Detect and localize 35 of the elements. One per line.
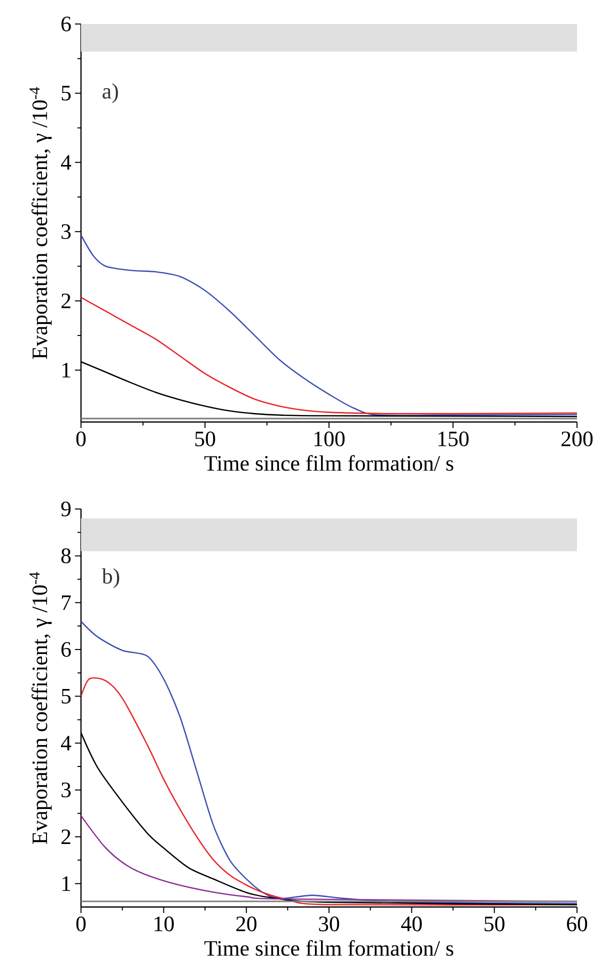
annotation: a) xyxy=(102,83,118,104)
x-tick-label: 10 xyxy=(154,916,174,932)
x-tick-label: 20 xyxy=(236,916,256,932)
y-tick-label: 5 xyxy=(62,689,71,704)
y-tick-label: 4 xyxy=(60,736,72,750)
x-axis-title: Time since film formation/ s xyxy=(204,940,454,956)
y-axis-title: Evaporation coefficient, γ /10$^{-4}$ xyxy=(29,572,52,844)
x-axis-title: Time since film formation/ s xyxy=(204,455,454,471)
y-tick-label: 9 xyxy=(61,502,71,516)
x-tick-label: 150 xyxy=(438,432,469,446)
line-series xyxy=(81,234,578,416)
x-tick-label: 50 xyxy=(195,432,216,446)
y-tick-label: 4 xyxy=(60,155,72,170)
y-tick-label: 3 xyxy=(62,224,71,240)
x-tick-label: 200 xyxy=(562,432,593,446)
x-tick-label: 50 xyxy=(484,916,504,932)
x-tick-label: 30 xyxy=(319,916,340,932)
x-tick-label: 0 xyxy=(76,432,86,446)
x-tick-label: 0 xyxy=(76,916,86,932)
y-tick-label: 6 xyxy=(61,16,71,32)
y-tick-label: 6 xyxy=(61,642,71,657)
line-series xyxy=(81,296,578,414)
y-tick-label: 2 xyxy=(61,294,70,308)
y-tick-label: 5 xyxy=(62,86,71,100)
x-tick-label: 40 xyxy=(401,916,422,932)
y-tick-label: 8 xyxy=(61,548,71,564)
y-axis-title: Evaporation coefficient, γ /10$^{-4}$ xyxy=(29,87,52,360)
y-tick-label: 1 xyxy=(62,362,70,378)
x-tick-label: 60 xyxy=(566,916,588,932)
y-tick-label: 3 xyxy=(62,782,71,798)
y-tick-label: 1 xyxy=(62,876,70,891)
annotation: b) xyxy=(102,568,120,588)
y-tick-label: 2 xyxy=(61,830,70,844)
x-tick-label: 100 xyxy=(314,432,345,446)
y-tick-label: 7 xyxy=(62,595,71,610)
